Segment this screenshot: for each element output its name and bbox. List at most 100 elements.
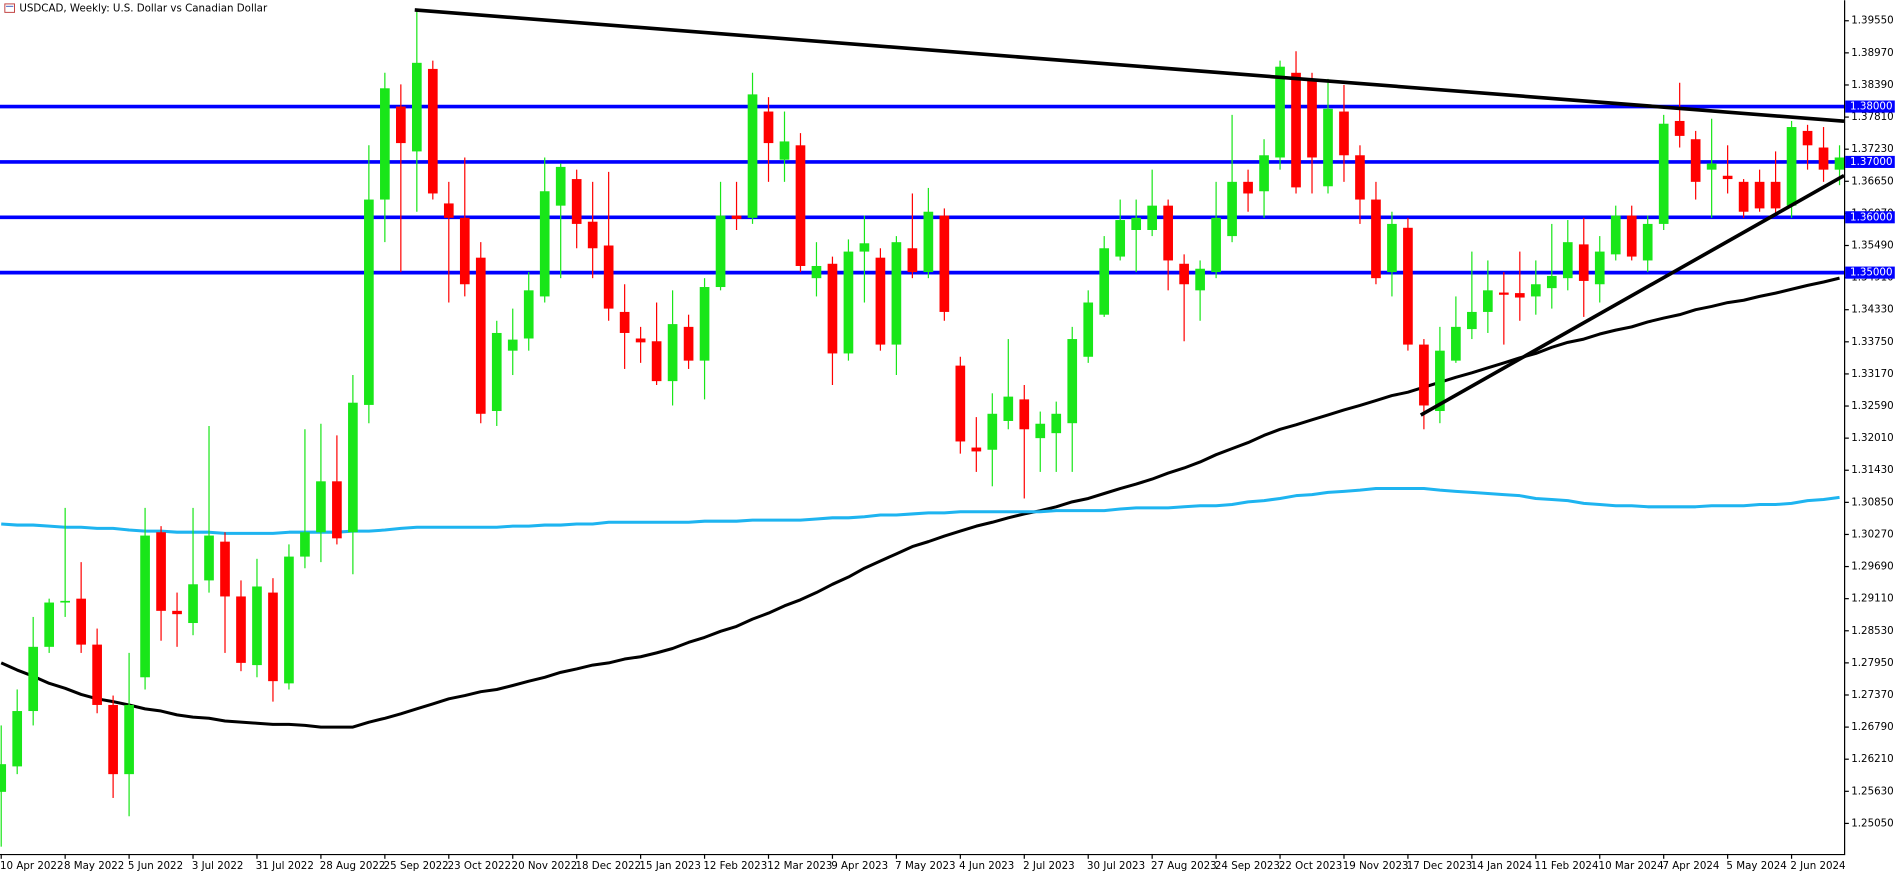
candle-body [971, 447, 982, 452]
candle-body [1003, 396, 1014, 421]
candle-body [60, 600, 70, 603]
candle-body [1738, 181, 1749, 212]
candle-body [44, 602, 55, 647]
candle-body [1530, 284, 1541, 297]
y-tick-label: 1.27950 [1851, 657, 1893, 669]
y-tick-label: 1.32010 [1851, 432, 1893, 444]
candle-body [92, 644, 102, 705]
x-tick-label: 2 Jun 2024 [1790, 860, 1845, 872]
x-tick-label: 4 Jun 2023 [959, 860, 1014, 872]
trendlines [414, 8, 1845, 417]
candle-body [188, 584, 198, 624]
candle-body [1067, 339, 1078, 424]
x-tick-label: 8 May 2022 [64, 860, 124, 872]
moving-average-line [0, 276, 1840, 729]
candle-body [1323, 108, 1333, 187]
candle-body [28, 646, 39, 712]
candle-body [1179, 263, 1189, 285]
candle-body [1163, 205, 1173, 261]
y-tick-label: 1.28530 [1851, 625, 1893, 637]
candle-body [939, 215, 950, 312]
candle-body [172, 610, 182, 615]
candle-body [1131, 217, 1142, 231]
x-tick-label: 31 Jul 2022 [256, 860, 314, 872]
candle-body [0, 764, 7, 792]
y-tick-label: 1.31430 [1851, 464, 1893, 476]
y-tick-label: 1.25630 [1851, 785, 1893, 797]
candle-body [1467, 311, 1477, 330]
plot-area [0, 9, 1845, 847]
level-label: 1.38000 [1850, 101, 1892, 113]
y-tick-label: 1.33750 [1851, 336, 1893, 348]
candle-body [1834, 157, 1845, 170]
chart-title: USDCAD, Weekly: U.S. Dollar vs Canadian … [19, 3, 268, 15]
y-tick-label: 1.30270 [1851, 528, 1893, 540]
y-tick-label: 1.29690 [1851, 561, 1893, 573]
candle-body [284, 556, 294, 684]
y-tick-label: 1.26790 [1851, 721, 1893, 733]
y-tick-label: 1.37810 [1851, 111, 1893, 123]
candle-body [683, 326, 694, 361]
x-tick-label: 22 Oct 2023 [1279, 860, 1342, 872]
candle-body [731, 215, 742, 219]
y-tick-label: 1.33170 [1851, 368, 1893, 380]
level-label: 1.36000 [1850, 211, 1892, 223]
candle-body [1211, 217, 1221, 273]
resistance-trendline [414, 8, 1845, 124]
candle-body [635, 338, 646, 343]
candle-body [1802, 130, 1813, 146]
y-tick-label: 1.25050 [1851, 817, 1893, 829]
x-tick-label: 7 May 2023 [895, 860, 955, 872]
candle-body [507, 339, 518, 351]
candle-body [1355, 155, 1365, 200]
level-tag [1845, 266, 1895, 279]
candle-body [1227, 181, 1237, 237]
y-tick-label: 1.38970 [1851, 47, 1893, 59]
y-tick-label: 1.36650 [1851, 175, 1893, 187]
moving-average-line [1, 487, 1840, 535]
candle-body [380, 88, 390, 200]
candle-body [907, 248, 918, 273]
candle-body [811, 265, 822, 279]
candle-body [427, 68, 438, 194]
candle-body [364, 199, 374, 405]
candle-body [220, 541, 230, 597]
x-tick-label: 9 Apr 2023 [831, 860, 888, 872]
y-tick-label: 1.39550 [1851, 15, 1893, 27]
x-tick-label: 27 Aug 2023 [1151, 860, 1217, 872]
y-tick-label: 1.30850 [1851, 496, 1893, 508]
candle-body [1451, 326, 1461, 361]
candle-body [1626, 215, 1637, 257]
candle-body [555, 166, 566, 206]
candle-body [1195, 268, 1205, 291]
candle-body [1387, 223, 1397, 273]
candle-body [1706, 163, 1717, 170]
candle-body [795, 145, 806, 266]
candle-body [779, 141, 790, 160]
candle-body [923, 211, 934, 273]
x-tick-label: 12 Feb 2023 [703, 860, 767, 872]
candle-body [1019, 399, 1030, 430]
candle-body [1435, 350, 1445, 412]
candle-body [523, 290, 534, 339]
candle-body [459, 217, 470, 285]
candle-body [1674, 120, 1685, 136]
candle-body [268, 592, 278, 682]
candle-body [332, 481, 342, 539]
candle-body [316, 481, 326, 533]
candle-body [124, 704, 134, 775]
candle-body [140, 535, 150, 678]
x-tick-label: 15 Jan 2023 [639, 860, 701, 872]
candle-body [76, 598, 86, 645]
candle-body [987, 413, 998, 450]
candle-body [236, 596, 246, 663]
candle-body [1722, 175, 1733, 180]
candle-body [411, 62, 422, 152]
x-tick-label: 7 Apr 2024 [1662, 860, 1719, 872]
candle-body [443, 203, 454, 218]
candle-body [1546, 275, 1557, 289]
level-label: 1.37000 [1850, 156, 1892, 168]
candle-body [475, 257, 486, 414]
candle-body [1371, 199, 1381, 279]
